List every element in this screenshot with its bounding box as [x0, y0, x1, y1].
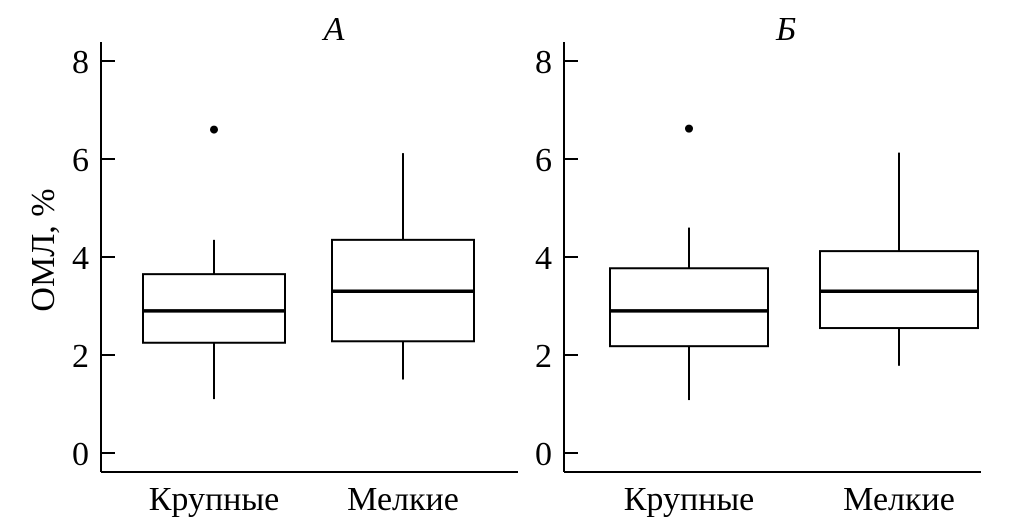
y-axis-label: ОМЛ, % [25, 188, 62, 311]
box-iqr [142, 273, 286, 344]
box-iqr [609, 267, 769, 348]
outlier-point [685, 124, 693, 133]
y-tick-label: 8 [72, 44, 89, 81]
y-tick-label: 4 [72, 240, 89, 277]
category-label: Крупные [149, 481, 280, 518]
y-tick-label: 6 [535, 142, 552, 179]
panel-title: Б [775, 11, 796, 48]
y-tick-label: 0 [72, 436, 89, 473]
category-label: Крупные [624, 481, 755, 518]
outlier-point [210, 125, 218, 134]
y-tick-label: 2 [72, 338, 89, 375]
y-tick-label: 8 [535, 44, 552, 81]
y-tick-label: 2 [535, 338, 552, 375]
y-tick-label: 0 [535, 436, 552, 473]
y-tick-label: 6 [72, 142, 89, 179]
panel-title: А [322, 11, 345, 48]
category-label: Мелкие [843, 481, 955, 518]
category-label: Мелкие [347, 481, 459, 518]
y-tick-label: 4 [535, 240, 552, 277]
